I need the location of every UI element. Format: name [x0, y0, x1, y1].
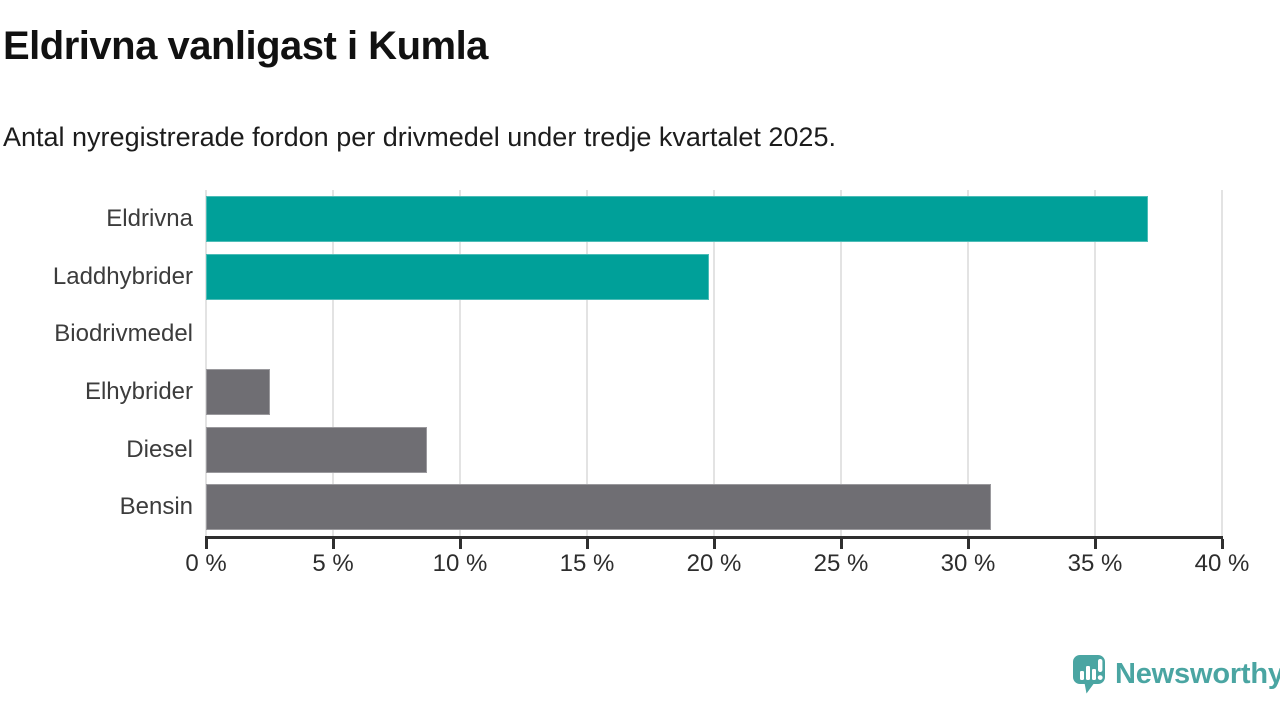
gridline-35 — [1094, 190, 1096, 536]
chart-subtitle: Antal nyregistrerade fordon per drivmede… — [3, 122, 836, 152]
category-label-diesel: Diesel — [126, 435, 193, 463]
x-axis-tick-5 — [331, 539, 335, 549]
gridline-0 — [205, 190, 207, 536]
brand-footer: Newsworthy — [1072, 654, 1280, 694]
x-axis-tick-15 — [585, 539, 589, 549]
x-axis-tick-40 — [1220, 539, 1224, 549]
x-axis-tick-30 — [966, 539, 970, 549]
gridline-25 — [840, 190, 842, 536]
bar-bensin — [206, 484, 991, 531]
x-tick-label-10: 10 % — [432, 550, 488, 577]
category-label-elhybrider: Elhybrider — [84, 377, 193, 405]
x-tick-label-35: 35 % — [1067, 550, 1123, 577]
gridline-20 — [713, 190, 715, 536]
x-axis-tick-0 — [204, 539, 208, 549]
newsworthy-logo-icon — [1073, 655, 1105, 694]
chart-title: Eldrivna vanligast i Kumla — [3, 24, 488, 68]
category-label-biodrivmedel: Biodrivmedel — [54, 320, 193, 348]
category-label-eldrivna: Eldrivna — [106, 204, 193, 232]
gridline-40 — [1221, 190, 1223, 536]
x-tick-label-15: 15 % — [559, 550, 615, 577]
bar-eldrivna — [206, 195, 1149, 242]
category-label-bensin: Bensin — [119, 493, 193, 521]
x-axis-tick-35 — [1093, 539, 1097, 549]
x-tick-label-20: 20 % — [686, 550, 742, 577]
x-axis-line — [205, 536, 1223, 539]
x-tick-label-0: 0 % — [185, 550, 227, 577]
bar-diesel — [206, 426, 427, 473]
x-axis-tick-20 — [712, 539, 716, 549]
x-tick-label-40: 40 % — [1194, 550, 1250, 577]
bar-laddhybrider — [206, 253, 709, 300]
x-axis-tick-25 — [839, 539, 843, 549]
x-axis-tick-10 — [458, 539, 462, 549]
gridline-5 — [332, 190, 334, 536]
x-tick-label-25: 25 % — [813, 550, 869, 577]
gridline-10 — [459, 190, 461, 536]
brand-name: Newsworthy — [1115, 657, 1280, 690]
bar-elhybrider — [206, 368, 270, 415]
category-label-laddhybrider: Laddhybrider — [52, 262, 193, 290]
x-tick-label-5: 5 % — [312, 550, 354, 577]
x-tick-label-30: 30 % — [940, 550, 996, 577]
gridline-15 — [586, 190, 588, 536]
gridline-30 — [967, 190, 969, 536]
